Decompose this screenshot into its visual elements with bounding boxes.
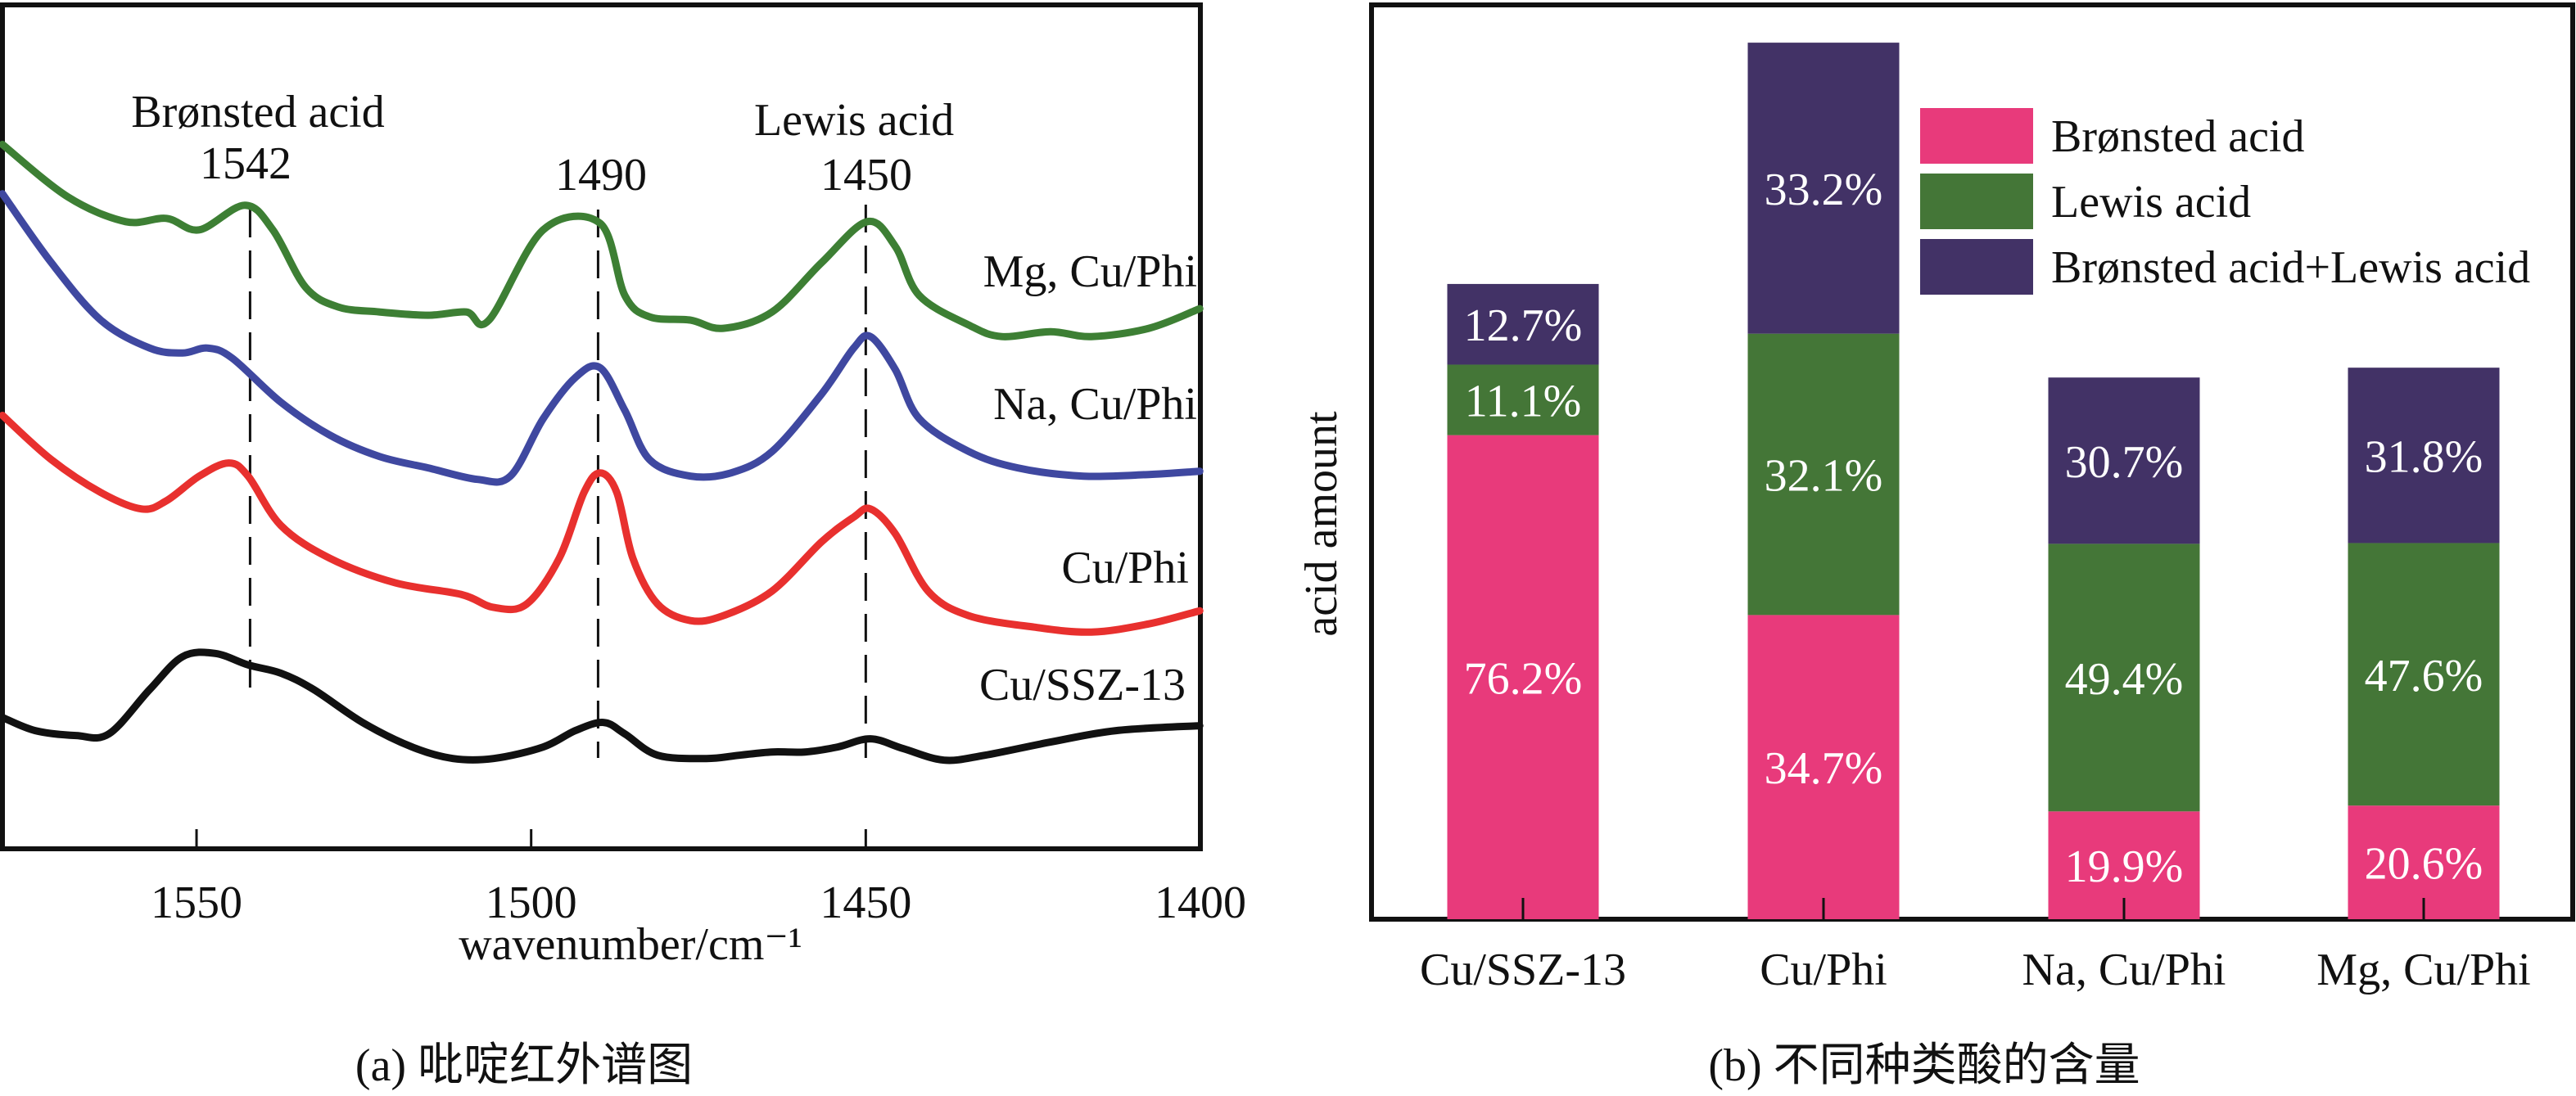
- annotation-bronsted-label: Brønsted acid: [131, 87, 384, 138]
- category-label: Mg, Cu/Phi: [2316, 945, 2530, 995]
- x-tick-label: 1400: [1155, 877, 1246, 928]
- panel-a-peak-markers: [248, 205, 867, 758]
- bar-data-label: 19.9%: [2065, 841, 2184, 892]
- category-label: Na, Cu/Phi: [2022, 945, 2226, 995]
- legend-swatch: [1920, 239, 2033, 295]
- panel-b-caption: (b) 不同种类酸的含量: [1708, 1040, 2140, 1091]
- annotation-1542-value: 1542: [200, 138, 291, 189]
- bar-stack: 20.6% 47.6% 31.8%: [2348, 368, 2500, 919]
- bar-segment: [2048, 377, 2200, 544]
- panel-a-spectra: [0, 141, 1204, 764]
- legend-label: Brønsted acid: [2051, 111, 2304, 162]
- bar-segment: [1447, 283, 1599, 365]
- panel-b-x-ticks: [1521, 898, 2425, 919]
- bar-segment: [1447, 364, 1599, 435]
- bar-data-label: 31.8%: [2365, 431, 2483, 482]
- legend-label: Lewis acid: [2051, 177, 2251, 228]
- legend-item: Lewis acid: [1920, 174, 2251, 229]
- bar-data-label: 30.7%: [2065, 437, 2184, 488]
- category-label: Cu/Phi: [1760, 945, 1887, 995]
- spectrum-cu-phi: [0, 412, 1204, 636]
- panel-a-caption: (a) 吡啶红外谱图: [355, 1040, 693, 1091]
- bar-segment: [1447, 435, 1599, 919]
- series-label-cu-phi: Cu/Phi: [1061, 543, 1189, 593]
- panel-b-legend: Brønsted acid Lewis acid Brønsted acid+Lew…: [1920, 108, 2530, 295]
- panel-a-series-labels: Mg, Cu/Phi Na, Cu/Phi Cu/Phi Cu/SSZ-13: [979, 246, 1197, 710]
- spectrum-cu-ssz: [0, 648, 1204, 764]
- spectrum-mg: [0, 141, 1204, 341]
- bar-data-label: 20.6%: [2365, 839, 2483, 890]
- bar-segment: [2348, 368, 2500, 543]
- panel-b-y-axis-label: acid amount: [1296, 411, 1347, 637]
- spectrum-na: [0, 190, 1204, 486]
- annotation-1490-value: 1490: [555, 150, 647, 201]
- bar-data-label: 33.2%: [1765, 165, 1883, 215]
- bar-data-label: 11.1%: [1465, 377, 1582, 427]
- legend-label: Brønsted acid+Lewis acid: [2051, 242, 2530, 293]
- bar-stack: 34.7% 32.1% 33.2%: [1747, 43, 1900, 919]
- series-label-na: Na, Cu/Phi: [993, 379, 1197, 430]
- legend-item: Brønsted acid: [1920, 108, 2304, 164]
- bar-segment: [1747, 333, 1900, 616]
- category-label: Cu/SSZ-13: [1420, 945, 1626, 995]
- panel-a-x-tick-labels: 1550 1500 1450 1400: [151, 877, 1246, 928]
- bar-data-label: 49.4%: [2065, 654, 2184, 705]
- x-tick-label: 1550: [151, 877, 242, 928]
- annotation-lewis-label: Lewis acid: [754, 95, 954, 146]
- legend-swatch: [1920, 108, 2033, 164]
- panel-b-category-labels: Cu/SSZ-13 Cu/Phi Na, Cu/Phi Mg, Cu/Phi: [1420, 945, 2531, 995]
- panel-a-ir-spectrum: 1550 1500 1450 1400 Brønsted acid 1542 1490…: [0, 2, 1246, 1091]
- panel-a-plot-frame: [0, 2, 1203, 851]
- panel-b-bars: 76.2% 11.1% 12.7% 34.7% 32.1% 33.2% 19.9% 49.4%…: [1447, 43, 2500, 919]
- panel-b-plot-frame: [1369, 2, 2575, 922]
- bar-stack: 76.2% 11.1% 12.7%: [1447, 283, 1599, 919]
- legend-item: Brønsted acid+Lewis acid: [1920, 239, 2530, 295]
- panel-a-x-ticks: [195, 829, 867, 849]
- bar-data-label: 47.6%: [2365, 651, 2483, 701]
- bar-segment: [1747, 43, 1900, 334]
- x-tick-label: 1500: [486, 877, 577, 928]
- legend-swatch: [1920, 174, 2033, 229]
- x-tick-label: 1450: [820, 877, 911, 928]
- bar-data-label: 34.7%: [1765, 743, 1883, 794]
- panel-b-acid-amount: 76.2% 11.1% 12.7% 34.7% 32.1% 33.2% 19.9% 49.4%…: [1296, 2, 2575, 1091]
- series-label-mg: Mg, Cu/Phi: [983, 246, 1197, 297]
- bar-segment: [2348, 543, 2500, 806]
- bar-data-label: 12.7%: [1464, 300, 1583, 351]
- series-label-cu-ssz: Cu/SSZ-13: [979, 660, 1186, 710]
- panel-a-x-axis-label: wavenumber/cm⁻¹: [459, 919, 802, 970]
- annotation-1450-value: 1450: [820, 150, 912, 201]
- bar-segment: [2048, 543, 2200, 812]
- bar-stack: 19.9% 49.4% 30.7%: [2048, 377, 2200, 919]
- bar-data-label: 32.1%: [1765, 451, 1883, 502]
- bar-data-label: 76.2%: [1464, 653, 1583, 704]
- bar-segment: [1747, 615, 1900, 919]
- panel-a-annotations: Brønsted acid 1542 1490 Lewis acid 1450: [131, 87, 954, 201]
